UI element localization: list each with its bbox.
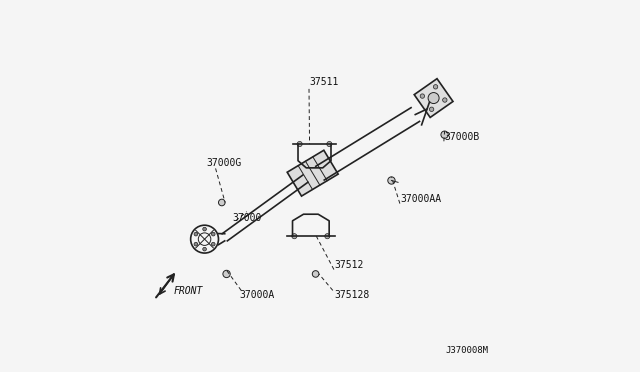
Text: 37000AA: 37000AA (401, 194, 442, 204)
Circle shape (292, 234, 297, 239)
Circle shape (223, 270, 230, 278)
Circle shape (388, 177, 395, 184)
Circle shape (312, 271, 319, 277)
Polygon shape (414, 78, 453, 118)
Circle shape (324, 234, 330, 239)
Text: J370008M: J370008M (445, 346, 488, 355)
Circle shape (211, 232, 215, 236)
Circle shape (441, 131, 448, 138)
Text: 37000: 37000 (232, 213, 261, 223)
Circle shape (327, 141, 332, 147)
Circle shape (297, 141, 302, 147)
Circle shape (203, 227, 207, 231)
Text: 375128: 375128 (335, 289, 370, 299)
Text: 37512: 37512 (335, 260, 364, 270)
Text: FRONT: FRONT (173, 286, 203, 296)
Circle shape (443, 98, 447, 102)
Polygon shape (287, 150, 338, 196)
Circle shape (433, 84, 438, 89)
Circle shape (218, 199, 225, 206)
Circle shape (194, 232, 198, 236)
Circle shape (420, 94, 424, 98)
Circle shape (428, 93, 439, 103)
Text: 37000B: 37000B (445, 132, 480, 142)
Circle shape (203, 247, 207, 251)
Text: 37000G: 37000G (207, 158, 242, 168)
Circle shape (211, 242, 215, 246)
Text: 37000A: 37000A (239, 289, 275, 299)
Text: 37511: 37511 (309, 77, 339, 87)
Circle shape (429, 107, 434, 112)
Circle shape (194, 242, 198, 246)
